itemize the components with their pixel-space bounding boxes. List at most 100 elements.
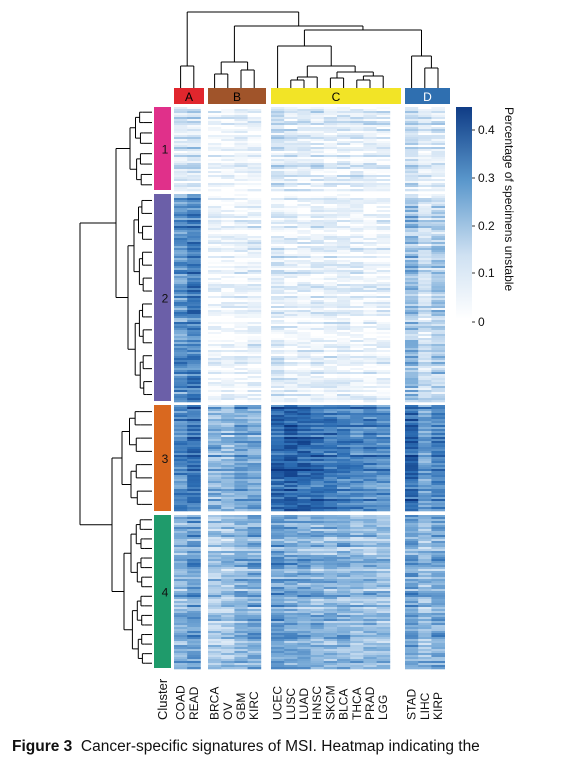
heatmap-cell-skcm bbox=[323, 320, 338, 323]
heatmap-cell-kirp bbox=[431, 308, 445, 311]
heatmap-cell-skcm bbox=[323, 169, 338, 172]
heatmap-cell-kirc bbox=[247, 625, 262, 628]
heatmap-cell-gbm bbox=[234, 541, 248, 544]
heatmap-cell-blca bbox=[337, 583, 351, 586]
heatmap-cell-stad bbox=[405, 189, 419, 192]
heatmap-cell-luad bbox=[297, 617, 311, 620]
heatmap-cell-stad bbox=[405, 179, 419, 182]
heatmap-cell-prad bbox=[363, 159, 377, 162]
heatmap-cell-kirp bbox=[431, 368, 445, 371]
heatmap-cell-kirp bbox=[431, 433, 445, 436]
heatmap-cell-lihc bbox=[418, 278, 432, 281]
heatmap-cell-skcm bbox=[323, 429, 338, 432]
heatmap-cell-skcm bbox=[323, 400, 338, 403]
heatmap-cell-kirp bbox=[431, 320, 445, 323]
heatmap-cell-kirp bbox=[431, 218, 445, 221]
heatmap-cell-coad bbox=[174, 585, 188, 588]
heatmap-cell-thca bbox=[350, 264, 364, 267]
heatmap-cell-blca bbox=[337, 312, 351, 315]
heatmap-cell-read bbox=[187, 153, 201, 156]
heatmap-cell-ucec bbox=[271, 521, 285, 524]
heatmap-cell-thca bbox=[350, 449, 364, 452]
heatmap-cell-blca bbox=[337, 569, 351, 572]
heatmap-cell-hnsc bbox=[310, 342, 325, 345]
heatmap-cell-hnsc bbox=[310, 336, 325, 339]
heatmap-cell-stad bbox=[405, 591, 419, 594]
heatmap-cell-prad bbox=[363, 643, 377, 646]
heatmap-cell-stad bbox=[405, 396, 419, 399]
heatmap-cell-lihc bbox=[418, 250, 432, 253]
heatmap-cell-skcm bbox=[323, 258, 338, 261]
heatmap-cell-hnsc bbox=[310, 137, 325, 140]
heatmap-cell-lusc bbox=[284, 601, 298, 604]
heatmap-cell-hnsc bbox=[310, 314, 325, 317]
heatmap-cell-thca bbox=[350, 332, 364, 335]
heatmap-cell-lgg bbox=[376, 392, 391, 395]
heatmap-cell-luad bbox=[297, 238, 311, 241]
heatmap-cell-ucec bbox=[271, 539, 285, 542]
heatmap-cell-skcm bbox=[323, 252, 338, 255]
heatmap-cell-coad bbox=[174, 262, 188, 265]
heatmap-cell-luad bbox=[297, 123, 311, 126]
heatmap-cell-thca bbox=[350, 256, 364, 259]
heatmap-cell-stad bbox=[405, 129, 419, 132]
heatmap-cell-ucec bbox=[271, 541, 285, 544]
heatmap-cell-brca bbox=[208, 571, 222, 574]
heatmap-cell-lgg bbox=[376, 288, 391, 291]
heatmap-cell-coad bbox=[174, 169, 188, 172]
heatmap-cells bbox=[174, 107, 445, 670]
heatmap-cell-skcm bbox=[323, 615, 338, 618]
heatmap-cell-kirc bbox=[247, 360, 262, 363]
heatmap-cell-coad bbox=[174, 615, 188, 618]
heatmap-cell-read bbox=[187, 278, 201, 281]
heatmap-cell-ucec bbox=[271, 121, 285, 124]
heatmap-cell-luad bbox=[297, 394, 311, 397]
heatmap-cell-prad bbox=[363, 475, 377, 478]
heatmap-cell-luad bbox=[297, 181, 311, 184]
heatmap-cell-hnsc bbox=[310, 613, 325, 616]
heatmap-cell-thca bbox=[350, 653, 364, 656]
heatmap-cell-thca bbox=[350, 314, 364, 317]
heatmap-cell-lusc bbox=[284, 417, 298, 420]
heatmap-cell-hnsc bbox=[310, 657, 325, 660]
heatmap-cell-ov bbox=[221, 175, 235, 178]
heatmap-cell-read bbox=[187, 493, 201, 496]
heatmap-cell-stad bbox=[405, 322, 419, 325]
heatmap-cell-kirp bbox=[431, 260, 445, 263]
heatmap-cell-kirp bbox=[431, 663, 445, 666]
heatmap-cell-thca bbox=[350, 145, 364, 148]
heatmap-cell-blca bbox=[337, 647, 351, 650]
heatmap-cell-ucec bbox=[271, 340, 285, 343]
heatmap-cell-gbm bbox=[234, 171, 248, 174]
heatmap-cell-ov bbox=[221, 521, 235, 524]
heatmap-cell-lusc bbox=[284, 605, 298, 608]
heatmap-cell-brca bbox=[208, 593, 222, 596]
heatmap-cell-lihc bbox=[418, 435, 432, 438]
heatmap-cell-brca bbox=[208, 400, 222, 403]
heatmap-cell-lihc bbox=[418, 232, 432, 235]
heatmap-cell-thca bbox=[350, 348, 364, 351]
heatmap-cell-read bbox=[187, 457, 201, 460]
heatmap-cell-coad bbox=[174, 394, 188, 397]
heatmap-cell-prad bbox=[363, 163, 377, 166]
heatmap-cell-hnsc bbox=[310, 370, 325, 373]
heatmap-cell-lihc bbox=[418, 559, 432, 562]
heatmap-cell-luad bbox=[297, 435, 311, 438]
heatmap-cell-brca bbox=[208, 565, 222, 568]
heatmap-cell-kirp bbox=[431, 187, 445, 190]
heatmap-cell-luad bbox=[297, 396, 311, 399]
heatmap-cell-gbm bbox=[234, 629, 248, 632]
heatmap-cell-lihc bbox=[418, 483, 432, 486]
heatmap-cell-blca bbox=[337, 423, 351, 426]
heatmap-cell-lihc bbox=[418, 352, 432, 355]
heatmap-cell-luad bbox=[297, 405, 311, 408]
heatmap-cell-kirp bbox=[431, 302, 445, 305]
heatmap-cell-coad bbox=[174, 202, 188, 205]
heatmap-cell-read bbox=[187, 398, 201, 401]
heatmap-cell-kirc bbox=[247, 388, 262, 391]
heatmap-cell-lusc bbox=[284, 629, 298, 632]
heatmap-cell-lusc bbox=[284, 471, 298, 474]
heatmap-cell-luad bbox=[297, 344, 311, 347]
heatmap-cell-gbm bbox=[234, 431, 248, 434]
heatmap-cell-ov bbox=[221, 493, 235, 496]
